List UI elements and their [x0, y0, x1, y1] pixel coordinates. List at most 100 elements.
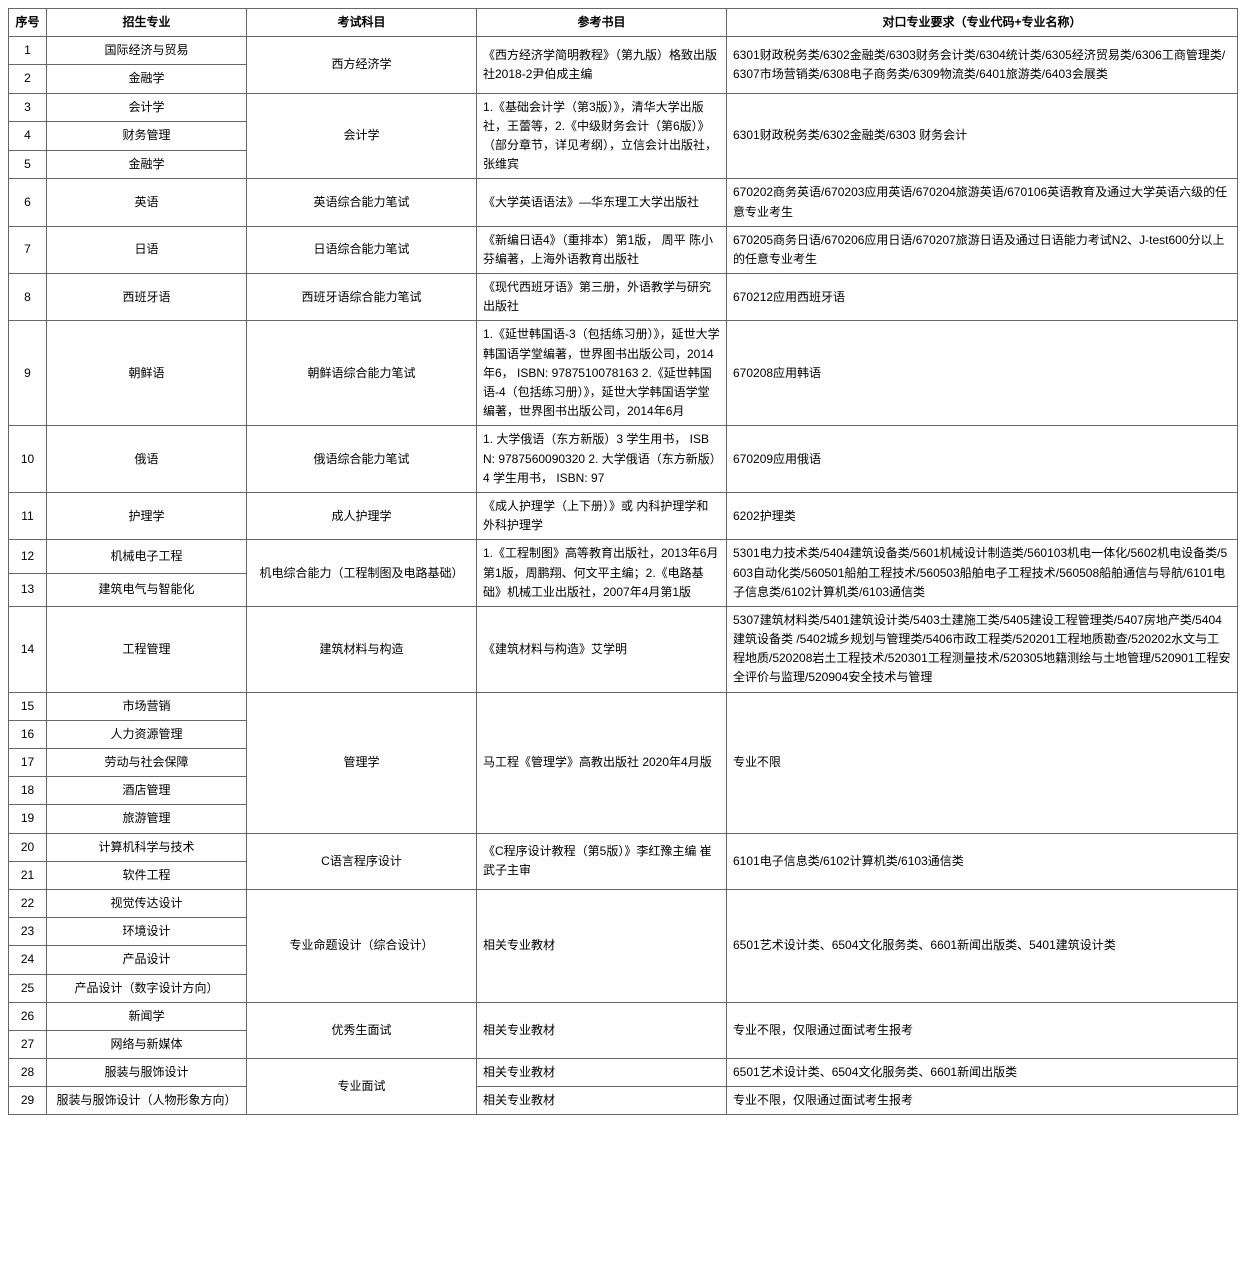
- cell-req: 670205商务日语/670206应用日语/670207旅游日语及通过日语能力考…: [727, 226, 1238, 273]
- cell-no: 25: [9, 974, 47, 1002]
- cell-no: 5: [9, 150, 47, 179]
- table-row: 26 新闻学 优秀生面试 相关专业教材 专业不限，仅限通过面试考生报考: [9, 1002, 1238, 1030]
- cell-req: 670209应用俄语: [727, 426, 1238, 493]
- table-row: 12 机械电子工程 机电综合能力（工程制图及电路基础） 1.《工程制图》高等教育…: [9, 540, 1238, 573]
- table-row: 14 工程管理 建筑材料与构造 《建筑材料与构造》艾学明 5307建筑材料类/5…: [9, 606, 1238, 692]
- cell-major: 视觉传达设计: [47, 889, 247, 917]
- cell-major: 国际经济与贸易: [47, 37, 247, 65]
- cell-exam: C语言程序设计: [247, 833, 477, 889]
- cell-req: 专业不限，仅限通过面试考生报考: [727, 1002, 1238, 1058]
- cell-major: 西班牙语: [47, 274, 247, 321]
- cell-ref: 1.《延世韩国语-3（包括练习册）》，延世大学韩国语学堂编著，世界图书出版公司，…: [477, 321, 727, 426]
- cell-major: 英语: [47, 179, 247, 226]
- cell-exam: 专业命题设计（综合设计）: [247, 889, 477, 1002]
- cell-req: 6501艺术设计类、6504文化服务类、6601新闻出版类: [727, 1059, 1238, 1087]
- cell-major: 工程管理: [47, 606, 247, 692]
- cell-major: 建筑电气与智能化: [47, 573, 247, 606]
- header-req: 对口专业要求（专业代码+专业名称）: [727, 9, 1238, 37]
- cell-req: 专业不限: [727, 692, 1238, 833]
- cell-no: 14: [9, 606, 47, 692]
- cell-major: 劳动与社会保障: [47, 749, 247, 777]
- cell-ref: 《C程序设计教程（第5版）》李红豫主编 崔武子主审: [477, 833, 727, 889]
- cell-req: 6202护理类: [727, 492, 1238, 539]
- cell-ref: 《西方经济学简明教程》（第九版）格致出版社2018-2尹伯成主编: [477, 37, 727, 93]
- cell-exam: 朝鲜语综合能力笔试: [247, 321, 477, 426]
- cell-exam: 会计学: [247, 93, 477, 179]
- table-row: 28 服装与服饰设计 专业面试 相关专业教材 6501艺术设计类、6504文化服…: [9, 1059, 1238, 1087]
- cell-no: 22: [9, 889, 47, 917]
- cell-req: 6501艺术设计类、6504文化服务类、6601新闻出版类、5401建筑设计类: [727, 889, 1238, 1002]
- table-row: 29 服装与服饰设计（人物形象方向） 相关专业教材 专业不限，仅限通过面试考生报…: [9, 1087, 1238, 1115]
- cell-req: 专业不限，仅限通过面试考生报考: [727, 1087, 1238, 1115]
- cell-no: 21: [9, 861, 47, 889]
- cell-ref: 相关专业教材: [477, 889, 727, 1002]
- cell-major: 网络与新媒体: [47, 1030, 247, 1058]
- cell-exam: 成人护理学: [247, 492, 477, 539]
- cell-no: 28: [9, 1059, 47, 1087]
- cell-no: 3: [9, 93, 47, 122]
- table-row: 22 视觉传达设计 专业命题设计（综合设计） 相关专业教材 6501艺术设计类、…: [9, 889, 1238, 917]
- cell-major: 环境设计: [47, 918, 247, 946]
- cell-no: 12: [9, 540, 47, 573]
- cell-ref: 相关专业教材: [477, 1002, 727, 1058]
- cell-no: 7: [9, 226, 47, 273]
- cell-req: 5301电力技术类/5404建筑设备类/5601机械设计制造类/560103机电…: [727, 540, 1238, 607]
- table-row: 15 市场营销 管理学 马工程《管理学》高教出版社 2020年4月版 专业不限: [9, 692, 1238, 720]
- table-row: 11 护理学 成人护理学 《成人护理学（上下册）》或 内科护理学和外科护理学 6…: [9, 492, 1238, 539]
- cell-major: 朝鲜语: [47, 321, 247, 426]
- cell-ref: 《成人护理学（上下册）》或 内科护理学和外科护理学: [477, 492, 727, 539]
- cell-no: 26: [9, 1002, 47, 1030]
- cell-no: 6: [9, 179, 47, 226]
- cell-major: 酒店管理: [47, 777, 247, 805]
- cell-major: 护理学: [47, 492, 247, 539]
- cell-ref: 《新编日语4》（重排本）第1版， 周平 陈小芬编著，上海外语教育出版社: [477, 226, 727, 273]
- cell-no: 1: [9, 37, 47, 65]
- header-ref: 参考书目: [477, 9, 727, 37]
- cell-exam: 日语综合能力笔试: [247, 226, 477, 273]
- cell-major: 俄语: [47, 426, 247, 493]
- cell-ref: 1. 大学俄语（东方新版）3 学生用书， ISBN: 9787560090320…: [477, 426, 727, 493]
- cell-no: 9: [9, 321, 47, 426]
- cell-exam: 管理学: [247, 692, 477, 833]
- cell-no: 11: [9, 492, 47, 539]
- cell-no: 20: [9, 833, 47, 861]
- header-exam: 考试科目: [247, 9, 477, 37]
- cell-ref: 相关专业教材: [477, 1059, 727, 1087]
- cell-major: 机械电子工程: [47, 540, 247, 573]
- cell-no: 4: [9, 122, 47, 151]
- cell-ref: 《现代西班牙语》第三册，外语教学与研究出版社: [477, 274, 727, 321]
- table-row: 1 国际经济与贸易 西方经济学 《西方经济学简明教程》（第九版）格致出版社201…: [9, 37, 1238, 65]
- cell-req: 670212应用西班牙语: [727, 274, 1238, 321]
- header-major: 招生专业: [47, 9, 247, 37]
- cell-major: 金融学: [47, 150, 247, 179]
- cell-no: 27: [9, 1030, 47, 1058]
- cell-major: 市场营销: [47, 692, 247, 720]
- cell-no: 18: [9, 777, 47, 805]
- cell-major: 服装与服饰设计: [47, 1059, 247, 1087]
- cell-exam: 俄语综合能力笔试: [247, 426, 477, 493]
- cell-no: 17: [9, 749, 47, 777]
- cell-major: 金融学: [47, 65, 247, 93]
- cell-ref: 《建筑材料与构造》艾学明: [477, 606, 727, 692]
- cell-no: 13: [9, 573, 47, 606]
- cell-major: 产品设计（数字设计方向）: [47, 974, 247, 1002]
- cell-ref: 马工程《管理学》高教出版社 2020年4月版: [477, 692, 727, 833]
- cell-no: 8: [9, 274, 47, 321]
- cell-req: 670202商务英语/670203应用英语/670204旅游英语/670106英…: [727, 179, 1238, 226]
- cell-no: 10: [9, 426, 47, 493]
- cell-major: 产品设计: [47, 946, 247, 974]
- cell-major: 旅游管理: [47, 805, 247, 833]
- table-row: 3 会计学 会计学 1.《基础会计学（第3版）》，清华大学出版社，王蕾等，2.《…: [9, 93, 1238, 122]
- cell-req: 6301财政税务类/6302金融类/6303财务会计类/6304统计类/6305…: [727, 37, 1238, 93]
- table-row: 6 英语 英语综合能力笔试 《大学英语语法》—华东理工大学出版社 670202商…: [9, 179, 1238, 226]
- cell-major: 服装与服饰设计（人物形象方向）: [47, 1087, 247, 1115]
- cell-exam: 西方经济学: [247, 37, 477, 93]
- header-no: 序号: [9, 9, 47, 37]
- cell-no: 29: [9, 1087, 47, 1115]
- table-row: 8 西班牙语 西班牙语综合能力笔试 《现代西班牙语》第三册，外语教学与研究出版社…: [9, 274, 1238, 321]
- cell-ref: 1.《基础会计学（第3版）》，清华大学出版社，王蕾等，2.《中级财务会计（第6版…: [477, 93, 727, 179]
- cell-no: 19: [9, 805, 47, 833]
- table-row: 7 日语 日语综合能力笔试 《新编日语4》（重排本）第1版， 周平 陈小芬编著，…: [9, 226, 1238, 273]
- cell-req: 6101电子信息类/6102计算机类/6103通信类: [727, 833, 1238, 889]
- cell-ref: 1.《工程制图》高等教育出版社，2013年6月第1版，周鹏翔、何文平主编；2.《…: [477, 540, 727, 607]
